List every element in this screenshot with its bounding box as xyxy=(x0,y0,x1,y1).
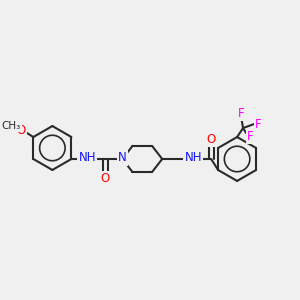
Text: N: N xyxy=(118,152,127,164)
Text: CH₃: CH₃ xyxy=(2,121,21,131)
Text: NH: NH xyxy=(184,152,202,164)
Text: O: O xyxy=(17,124,26,136)
Text: F: F xyxy=(247,130,253,142)
Text: F: F xyxy=(238,106,244,120)
Text: O: O xyxy=(206,133,216,146)
Text: O: O xyxy=(101,172,110,185)
Text: NH: NH xyxy=(79,152,96,164)
Text: F: F xyxy=(255,118,261,130)
